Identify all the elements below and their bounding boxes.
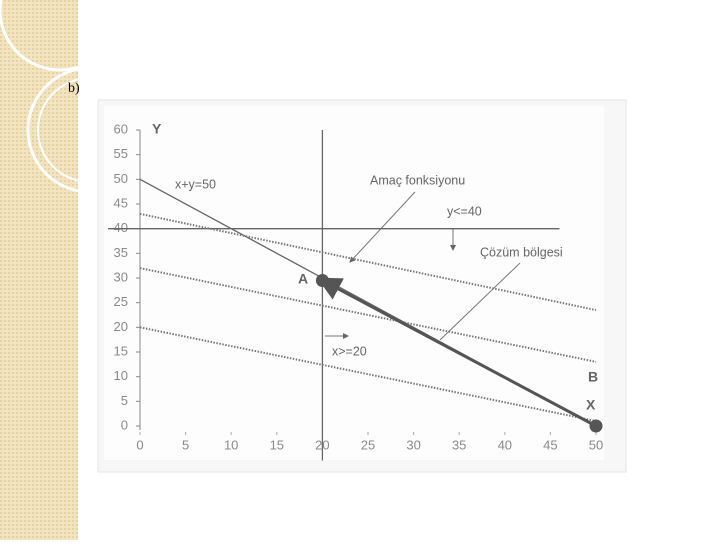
annotation: x>=20 — [332, 344, 367, 358]
y-tick-label: 40 — [114, 220, 128, 235]
series-line — [139, 326, 597, 423]
annotation: Amaç fonksiyonu — [370, 173, 465, 187]
annotation: Çözüm bölgesi — [480, 245, 563, 259]
x-tick-label: 25 — [361, 437, 375, 452]
y-tick-label: 25 — [114, 294, 128, 309]
y-tick-label: 20 — [114, 319, 128, 334]
y-tick-label: 55 — [114, 146, 128, 161]
y-tick-label: 30 — [114, 269, 128, 284]
series-line — [139, 212, 597, 312]
annotation: x+y=50 — [175, 177, 216, 191]
annotation: X — [586, 397, 596, 413]
y-tick-label: 35 — [114, 245, 128, 260]
pointer — [439, 262, 521, 341]
x-tick-label: 35 — [452, 437, 466, 452]
x-tick-label: 40 — [498, 437, 512, 452]
annotation: A — [298, 271, 308, 287]
annotation: B — [588, 369, 598, 385]
plot-bg — [104, 106, 604, 460]
x-tick-label: 5 — [182, 437, 189, 452]
annotation: Y — [152, 121, 162, 137]
y-tick-label: 50 — [114, 171, 128, 186]
pointer — [349, 191, 416, 263]
decor-strip — [0, 0, 78, 540]
y-tick-label: 60 — [114, 121, 128, 136]
x-tick-label: 50 — [589, 437, 603, 452]
y-tick-label: 45 — [114, 195, 128, 210]
x-tick-label: 10 — [224, 437, 238, 452]
y-tick-label: 0 — [121, 417, 128, 432]
decor-arc — [0, 0, 122, 72]
x-tick-label: 30 — [406, 437, 420, 452]
x-tick-label: 45 — [543, 437, 557, 452]
point — [315, 273, 329, 287]
label: b) — [68, 81, 80, 96]
point — [589, 419, 603, 433]
series-line — [317, 277, 597, 428]
x-tick-label: 15 — [270, 437, 284, 452]
y-tick-label: 5 — [121, 393, 128, 408]
series-line — [139, 267, 597, 363]
y-tick-label: 15 — [114, 343, 128, 358]
x-tick-label: 0 — [136, 437, 143, 452]
y-tick-label: 10 — [114, 368, 128, 383]
annotation: y<=40 — [447, 204, 482, 218]
